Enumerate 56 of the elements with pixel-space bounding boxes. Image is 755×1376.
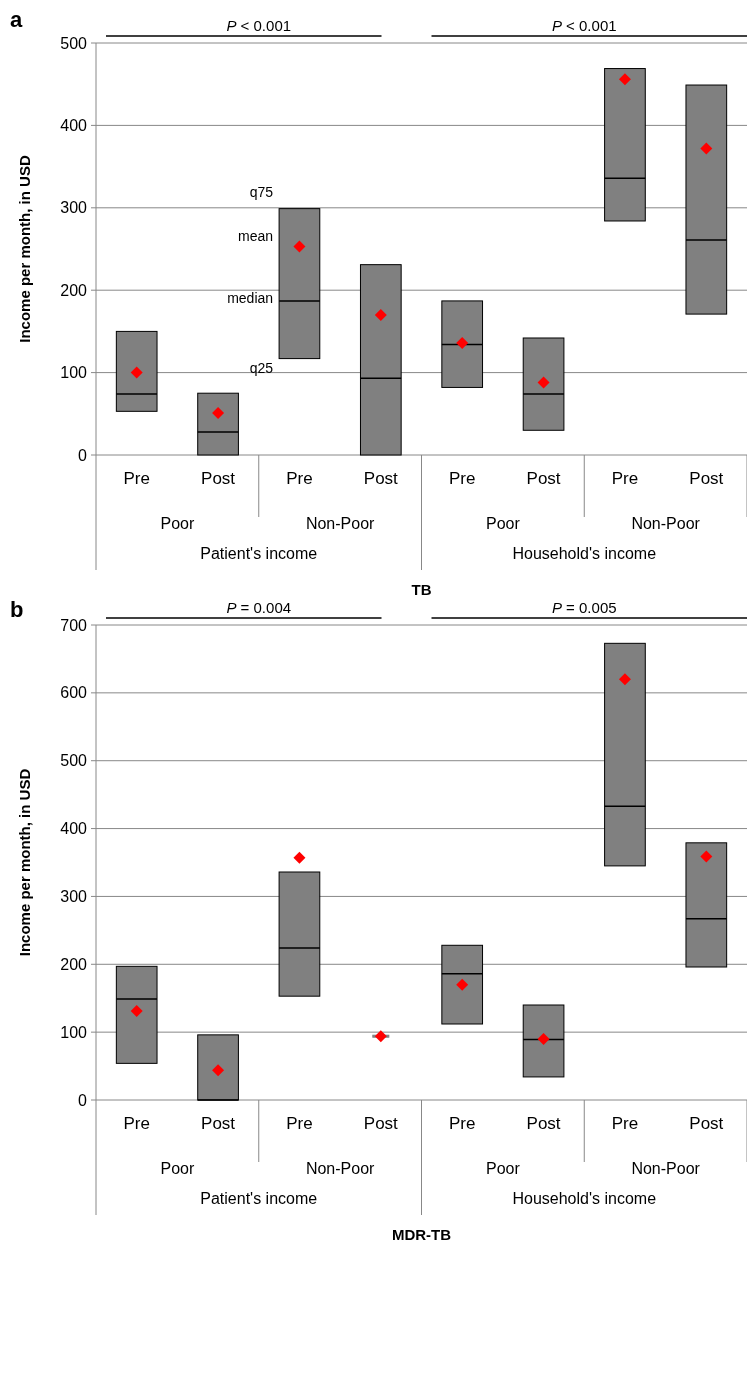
y-tick-label: 300 [60, 199, 88, 217]
x-tick-label: Pre [286, 469, 313, 488]
text: Poor [485, 515, 521, 532]
chart-title: b [10, 597, 24, 622]
y-tick-label: 500 [60, 752, 88, 770]
y-tick-label: 600 [60, 684, 88, 702]
annotation: q25 [249, 359, 274, 376]
text: Non-Poor [305, 1160, 376, 1177]
text: Patient's income [200, 545, 318, 562]
x-tick-label: Pre [123, 469, 150, 488]
x-tick-label: Post [363, 469, 399, 488]
x-tick-label: Post [689, 1114, 724, 1133]
y-tick-label: 400 [60, 117, 88, 134]
x-tick-label: Pre [286, 1114, 313, 1133]
chart-title: a [10, 7, 23, 32]
y-tick-label: 200 [60, 955, 88, 973]
text: Poor [485, 1160, 521, 1177]
text: P < 0.001 [226, 17, 292, 34]
x-tick-label: Pre [611, 469, 639, 488]
y-tick-label: 0 [78, 1091, 88, 1109]
y-axis-title: Income per month, in USD [16, 768, 33, 957]
y-tick-label: 200 [60, 281, 88, 299]
text: Patient's income [200, 1190, 318, 1207]
text: Poor [160, 1160, 195, 1177]
text: P = 0.005 [551, 599, 617, 616]
text: Non-Poor [305, 515, 376, 532]
y-tick-label: 100 [60, 364, 88, 382]
x-tick-label: Post [363, 1114, 399, 1133]
x-tick-label: Pre [448, 469, 476, 488]
y-tick-label: 100 [60, 1023, 88, 1041]
x-tick-label: Post [201, 1114, 236, 1133]
y-tick-label: 500 [60, 34, 88, 52]
text: Non-Poor [631, 1160, 701, 1177]
x-tick-label: Post [689, 469, 724, 488]
text: Poor [160, 515, 195, 532]
text: Household's income [512, 545, 657, 562]
x-tick-label: Pre [123, 1114, 150, 1133]
y-tick-label: 700 [60, 616, 88, 634]
y-tick-label: 300 [60, 888, 88, 906]
x-tick-label: Pre [448, 1114, 476, 1133]
y-axis-title: Income per month, in USD [16, 155, 33, 343]
text: Household's income [512, 1190, 657, 1207]
annotation: q75 [249, 183, 274, 200]
y-tick-label: 400 [60, 820, 88, 838]
x-tick-label: Post [526, 1114, 561, 1133]
text: Non-Poor [631, 515, 701, 532]
y-tick-label: 0 [78, 446, 88, 464]
text: P = 0.004 [226, 599, 292, 616]
annotation: mean [238, 227, 274, 244]
x-axis-title: MDR-TB [391, 1226, 452, 1243]
x-tick-label: Post [201, 469, 236, 488]
x-tick-label: Pre [611, 1114, 639, 1133]
text: P < 0.001 [551, 17, 617, 34]
x-tick-label: Post [526, 469, 561, 488]
annotation: median [227, 289, 274, 306]
x-axis-title: TB [411, 581, 432, 598]
